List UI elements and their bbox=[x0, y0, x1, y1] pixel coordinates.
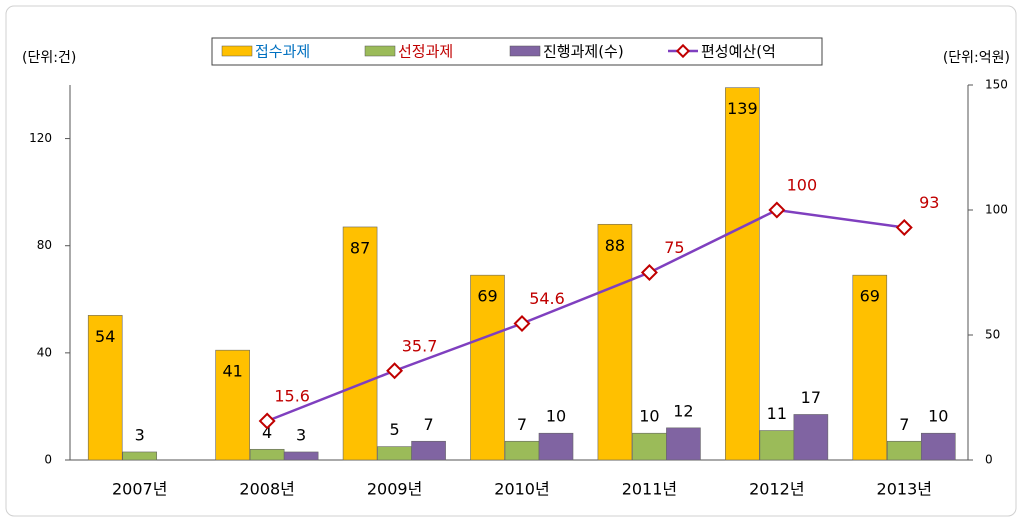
legend-swatch bbox=[364, 45, 396, 57]
x-tick-label: 2012년 bbox=[749, 480, 804, 499]
line-value-label: 35.7 bbox=[402, 336, 438, 355]
bar bbox=[725, 87, 760, 461]
bar-value-label: 4 bbox=[262, 423, 272, 442]
bar-value-label: 5 bbox=[389, 420, 399, 439]
bar-value-label: 7 bbox=[423, 415, 433, 434]
bar-value-label: 10 bbox=[546, 407, 566, 426]
y-tick-label: 120 bbox=[29, 131, 52, 145]
bar-value-label: 54 bbox=[95, 327, 115, 346]
bar-value-label: 7 bbox=[517, 415, 527, 434]
x-tick-label: 2007년 bbox=[112, 480, 167, 499]
x-tick-label: 2008년 bbox=[239, 480, 294, 499]
bar-value-label: 10 bbox=[639, 407, 659, 426]
bar bbox=[249, 448, 285, 461]
chart-frame bbox=[5, 5, 1017, 517]
legend-label: 진행과제(수) bbox=[543, 43, 624, 61]
x-tick-label: 2009년 bbox=[367, 480, 422, 499]
right-unit: (단위:억원) bbox=[943, 50, 1010, 66]
line-marker bbox=[386, 362, 404, 380]
line-value-label: 75 bbox=[664, 238, 684, 257]
line-value-label: 100 bbox=[787, 176, 818, 195]
line-value-label: 15.6 bbox=[274, 387, 310, 406]
bar-value-label: 12 bbox=[673, 401, 693, 420]
bar bbox=[666, 427, 701, 461]
y2-tick-label: 150 bbox=[985, 78, 1008, 92]
x-tick-label: 2013년 bbox=[877, 480, 932, 499]
y-tick-label: 80 bbox=[37, 238, 52, 252]
line-marker bbox=[895, 219, 913, 236]
y2-tick-label: 50 bbox=[985, 328, 1000, 342]
left-unit: (단위:건) bbox=[22, 50, 76, 66]
bar bbox=[122, 451, 158, 461]
bar bbox=[342, 226, 378, 461]
bar-value-label: 17 bbox=[801, 388, 821, 407]
y-tick-label: 0 bbox=[44, 453, 52, 467]
bar bbox=[538, 432, 574, 461]
bar bbox=[377, 446, 412, 461]
line-value-label: 93 bbox=[919, 193, 939, 212]
legend-marker bbox=[675, 43, 691, 59]
bar-value-label: 87 bbox=[350, 238, 370, 257]
bar bbox=[886, 440, 922, 461]
legend-swatch bbox=[509, 45, 541, 57]
bar-value-label: 11 bbox=[767, 404, 787, 423]
x-tick-label: 2010년 bbox=[494, 480, 549, 499]
bar bbox=[87, 315, 123, 461]
bar bbox=[283, 451, 319, 461]
bar-value-label: 7 bbox=[899, 415, 909, 434]
legend-label: 접수과제 bbox=[255, 43, 310, 61]
legend-swatch bbox=[221, 45, 253, 57]
line-marker bbox=[258, 412, 276, 430]
bar bbox=[215, 349, 250, 461]
line-marker bbox=[513, 315, 531, 332]
bar bbox=[411, 440, 446, 461]
y2-tick-label: 100 bbox=[985, 203, 1008, 217]
bar bbox=[852, 274, 888, 461]
bar-value-label: 10 bbox=[928, 407, 948, 426]
bar-value-label: 3 bbox=[135, 425, 145, 444]
bar bbox=[793, 414, 829, 461]
budget-line bbox=[266, 208, 905, 423]
bar-value-label: 69 bbox=[477, 287, 497, 306]
x-tick-label: 2011년 bbox=[622, 480, 677, 499]
bar bbox=[632, 432, 667, 461]
bar-value-label: 69 bbox=[860, 287, 880, 306]
bar-value-label: 88 bbox=[605, 236, 625, 255]
bar bbox=[920, 432, 956, 461]
bar bbox=[759, 430, 795, 461]
legend-label: 선정과제 bbox=[398, 43, 453, 61]
bar-value-label: 3 bbox=[296, 425, 306, 444]
line-value-label: 54.6 bbox=[529, 289, 565, 308]
bar bbox=[470, 274, 505, 461]
legend-label: 편성예산(억 bbox=[701, 43, 776, 61]
y-tick-label: 40 bbox=[37, 345, 52, 359]
line-marker bbox=[768, 201, 786, 219]
bar bbox=[504, 440, 540, 461]
bar bbox=[597, 223, 633, 461]
bar-value-label: 139 bbox=[727, 99, 758, 118]
y2-tick-label: 0 bbox=[985, 453, 993, 467]
bar-value-label: 41 bbox=[222, 362, 242, 381]
line-marker bbox=[640, 264, 658, 281]
